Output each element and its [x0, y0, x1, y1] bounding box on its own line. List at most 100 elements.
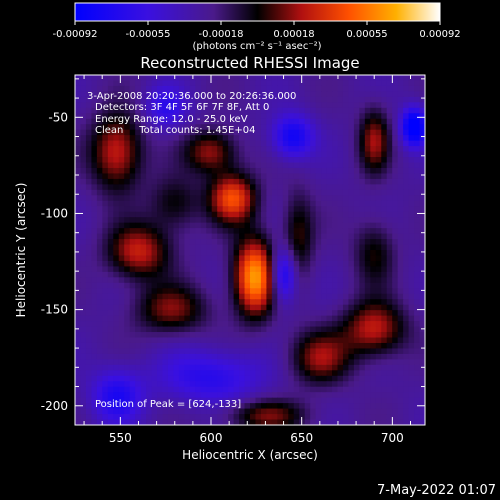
- heatmap-cell: [250, 118, 257, 125]
- heatmap-cell: [184, 337, 191, 344]
- heatmap-cell: [315, 260, 322, 268]
- heatmap-cell: [315, 200, 322, 207]
- heatmap-cell: [266, 211, 273, 218]
- heatmap-cell: [217, 414, 224, 421]
- heatmap-cell: [250, 80, 257, 87]
- heatmap-cell: [178, 332, 185, 339]
- heatmap-cell: [299, 157, 306, 164]
- heatmap-cell: [250, 162, 257, 169]
- heatmap-cell: [255, 381, 262, 388]
- heatmap-cell: [233, 228, 240, 235]
- heatmap-cell: [233, 364, 240, 371]
- heatmap-cell: [397, 370, 404, 377]
- heatmap-cell: [359, 146, 366, 153]
- heatmap-cell: [162, 370, 169, 377]
- heatmap-cell: [118, 315, 125, 322]
- heatmap-cell: [310, 408, 317, 415]
- heatmap-cell: [173, 129, 180, 136]
- heatmap-cell: [266, 260, 273, 268]
- heatmap-cell: [146, 288, 153, 295]
- heatmap-cell: [167, 244, 175, 251]
- heatmap-cell: [282, 124, 289, 131]
- heatmap-cell: [135, 326, 142, 333]
- heatmap-cell: [173, 173, 180, 180]
- heatmap-cell: [375, 342, 382, 350]
- heatmap-cell: [162, 189, 169, 196]
- heatmap-cell: [381, 288, 388, 295]
- heatmap-cell: [211, 85, 218, 93]
- heatmap-cell: [271, 217, 278, 224]
- heatmap-cell: [206, 167, 213, 175]
- heatmap-cell: [260, 189, 268, 196]
- heatmap-cell: [310, 414, 317, 421]
- heatmap-cell: [386, 113, 393, 120]
- heatmap-cell: [392, 75, 399, 82]
- heatmap-cell: [217, 397, 224, 404]
- heatmap-cell: [381, 75, 388, 82]
- heatmap-cell: [359, 250, 366, 257]
- heatmap-cell: [408, 239, 415, 246]
- annotation-detectors: Detectors: 3F 4F 5F 6F 7F 8F, Att 0: [95, 102, 269, 113]
- heatmap-cell: [266, 135, 273, 142]
- heatmap-cell: [178, 135, 185, 142]
- heatmap-cell: [244, 348, 251, 355]
- heatmap-cell: [167, 337, 175, 344]
- heatmap-cell: [102, 173, 109, 180]
- heatmap-cell: [102, 255, 109, 262]
- heatmap-cell: [157, 353, 164, 360]
- heatmap-cell: [419, 321, 425, 328]
- heatmap-cell: [85, 228, 93, 235]
- heatmap-cell: [113, 260, 120, 268]
- heatmap-cell: [348, 244, 355, 251]
- heatmap-cell: [299, 364, 306, 371]
- heatmap-cell: [151, 107, 158, 114]
- heatmap-cell: [206, 403, 213, 410]
- heatmap-cell: [408, 359, 415, 366]
- heatmap-cell: [124, 260, 131, 268]
- heatmap-cell: [222, 222, 229, 229]
- heatmap-cell: [353, 167, 360, 175]
- heatmap-cell: [96, 386, 103, 393]
- heatmap-cell: [310, 288, 317, 295]
- heatmap-cell: [129, 184, 136, 191]
- heatmap-cell: [146, 162, 153, 169]
- heatmap-cell: [255, 304, 262, 311]
- heatmap-cell: [332, 310, 339, 317]
- heatmap-cell: [96, 157, 103, 164]
- heatmap-cell: [140, 124, 147, 131]
- heatmap-cell: [332, 277, 339, 284]
- heatmap-cell: [304, 162, 311, 169]
- heatmap-cell: [271, 315, 278, 322]
- heatmap-cell: [195, 91, 202, 98]
- heatmap-cell: [310, 217, 317, 224]
- heatmap-cell: [124, 85, 131, 93]
- heatmap-cell: [75, 239, 82, 246]
- heatmap-cell: [233, 167, 240, 175]
- heatmap-cell: [260, 118, 268, 125]
- heatmap-cell: [195, 315, 202, 322]
- heatmap-cell: [80, 304, 87, 311]
- heatmap-cell: [293, 288, 300, 295]
- heatmap-cell: [85, 157, 93, 164]
- heatmap-cell: [151, 200, 158, 207]
- heatmap-cell: [299, 332, 306, 339]
- heatmap-cell: [321, 206, 328, 213]
- heatmap-cell: [370, 266, 377, 273]
- heatmap-cell: [403, 228, 410, 235]
- heatmap-cell: [75, 348, 82, 355]
- heatmap-cell: [342, 102, 350, 109]
- heatmap-cell: [140, 91, 147, 98]
- heatmap-cell: [288, 217, 295, 224]
- heatmap-cell: [271, 419, 278, 425]
- heatmap-cell: [244, 140, 251, 147]
- heatmap-cell: [239, 403, 246, 410]
- heatmap-cell: [217, 364, 224, 371]
- heatmap-cell: [118, 200, 125, 207]
- heatmap-cell: [299, 342, 306, 350]
- heatmap-cell: [342, 348, 350, 355]
- heatmap-cell: [364, 233, 371, 240]
- heatmap-cell: [96, 244, 103, 251]
- heatmap-cell: [206, 244, 213, 251]
- heatmap-cell: [222, 326, 229, 333]
- heatmap-cell: [129, 135, 136, 142]
